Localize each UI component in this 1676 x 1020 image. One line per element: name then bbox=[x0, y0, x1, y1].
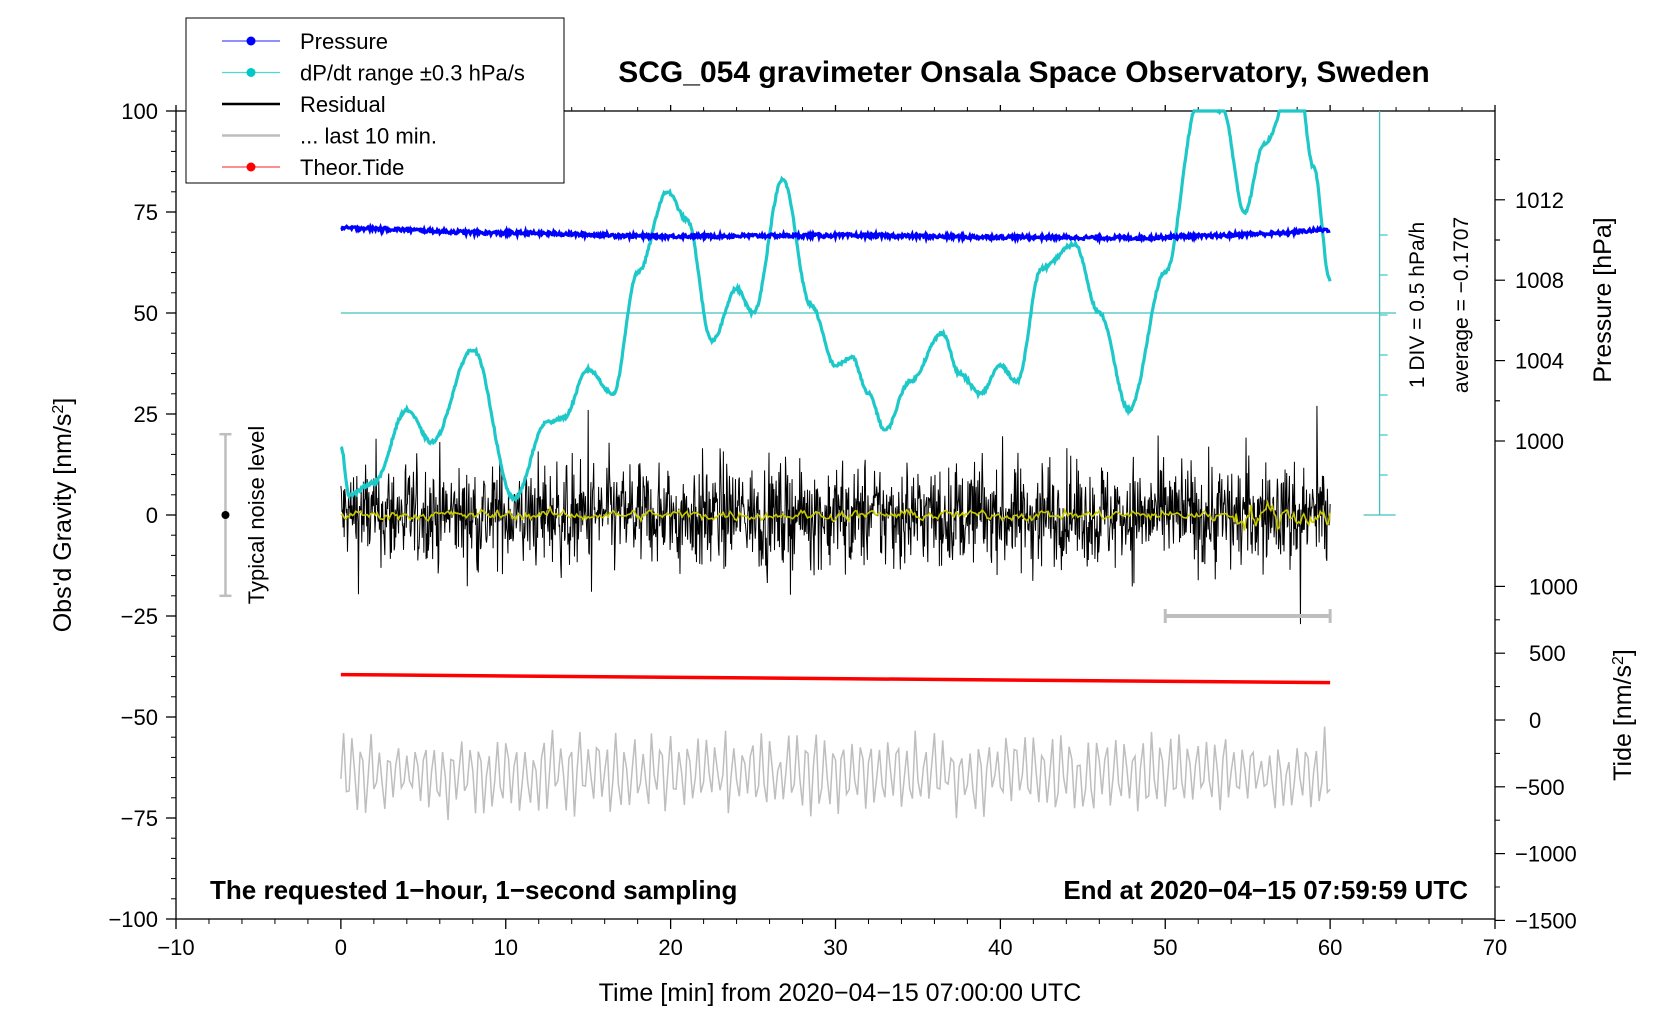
x-tick-label: −10 bbox=[157, 935, 194, 960]
noise-bar-center-dot bbox=[221, 511, 230, 519]
x-axis: −10 0 10 20 30 40 50 60 70 bbox=[157, 105, 1507, 960]
x-tick-label: 30 bbox=[823, 935, 847, 960]
y-axis-label-tide: Tide [nm/s2] bbox=[1609, 649, 1637, 781]
y-tick-label: 50 bbox=[134, 301, 158, 326]
pressure-series bbox=[340, 222, 1331, 246]
x-axis-label: Time [min] from 2020−04−15 07:00:00 UTC bbox=[599, 979, 1082, 1007]
x-tick-label: 70 bbox=[1483, 935, 1507, 960]
y-axis-label-gravity: Obs'd Gravity [nm/s2] bbox=[49, 398, 77, 633]
tide-tick-label: −1500 bbox=[1515, 908, 1577, 933]
chart-title: SCG_054 gravimeter Onsala Space Observat… bbox=[618, 56, 1430, 89]
pressure-tick-label: 1012 bbox=[1515, 188, 1564, 213]
annotation-bottom-left: The requested 1−hour, 1−second sampling bbox=[210, 875, 737, 905]
x-tick-label: 0 bbox=[335, 935, 347, 960]
y-axis-gravity: 100 75 50 25 0 −25 −50 −75 −100 bbox=[108, 99, 176, 932]
x-tick-label: 60 bbox=[1318, 935, 1342, 960]
y-axis-label-pressure: Pressure [hPa] bbox=[1589, 217, 1617, 382]
tide-tick-label: −500 bbox=[1515, 775, 1565, 800]
scale-avg-label: average = −0.1707 bbox=[1450, 217, 1473, 393]
legend-marker bbox=[246, 68, 256, 77]
tide-tick-label: 0 bbox=[1529, 708, 1541, 733]
pressure-tick-label: 1000 bbox=[1515, 429, 1564, 454]
legend-marker bbox=[246, 162, 256, 172]
y-axis-pressure: 1012 1008 1004 1000 bbox=[1495, 159, 1564, 454]
y-tick-label: −25 bbox=[121, 604, 158, 629]
residual-series bbox=[340, 405, 1331, 625]
pressure-tick-label: 1008 bbox=[1515, 268, 1564, 293]
dpdt-scale bbox=[340, 111, 1397, 516]
x-tick-label: 40 bbox=[988, 935, 1012, 960]
legend-label: ... last 10 min. bbox=[300, 124, 437, 149]
legend-label: dP/dt range ±0.3 hPa/s bbox=[300, 61, 525, 86]
last-10-min-line bbox=[340, 726, 1331, 820]
noise-level-label: Typical noise level bbox=[244, 426, 269, 605]
annotation-bottom-right: End at 2020−04−15 07:59:59 UTC bbox=[1063, 875, 1468, 905]
legend-label: Pressure bbox=[300, 29, 388, 54]
y-tick-label: 0 bbox=[146, 503, 158, 528]
theor-tide-line bbox=[340, 672, 1331, 685]
pressure-line bbox=[340, 222, 1331, 246]
y-tick-label: −50 bbox=[121, 705, 158, 730]
legend: Pressure dP/dt range ±0.3 hPa/s Residual..… bbox=[185, 17, 565, 184]
y-tick-label: 100 bbox=[121, 99, 158, 124]
y-tick-label: −75 bbox=[121, 806, 158, 831]
x-tick-label: 10 bbox=[494, 935, 518, 960]
theor-tide-series bbox=[340, 672, 1331, 685]
legend-label: Residual bbox=[300, 92, 386, 117]
tide-tick-label: −1000 bbox=[1515, 842, 1577, 867]
x-tick-label: 50 bbox=[1153, 935, 1177, 960]
residual-smoothed-series bbox=[340, 499, 1331, 532]
dpdt-line bbox=[339, 108, 1332, 503]
residual-line bbox=[340, 405, 1331, 625]
legend-label: Theor.Tide bbox=[300, 155, 404, 180]
y-tick-label: 25 bbox=[134, 402, 158, 427]
legend-marker bbox=[246, 36, 256, 46]
noise-level-bar bbox=[219, 432, 232, 598]
scale-div-label: 1 DIV = 0.5 hPa/h bbox=[1406, 222, 1429, 388]
y-axis-tide: 1000 500 0 −500 −1000 −1500 bbox=[1495, 574, 1578, 933]
dpdt-series bbox=[339, 108, 1332, 503]
residual-smoothed-line bbox=[340, 499, 1331, 532]
last-10-min-bar bbox=[1163, 609, 1332, 623]
tide-tick-label: 1000 bbox=[1529, 574, 1578, 599]
last-10-min-series bbox=[340, 726, 1331, 820]
x-tick-label: 20 bbox=[658, 935, 682, 960]
y-tick-label: 75 bbox=[134, 200, 158, 225]
pressure-tick-label: 1004 bbox=[1515, 349, 1564, 374]
tide-tick-label: 500 bbox=[1529, 641, 1566, 666]
legend-box bbox=[185, 17, 565, 184]
y-tick-label: −100 bbox=[108, 907, 158, 932]
